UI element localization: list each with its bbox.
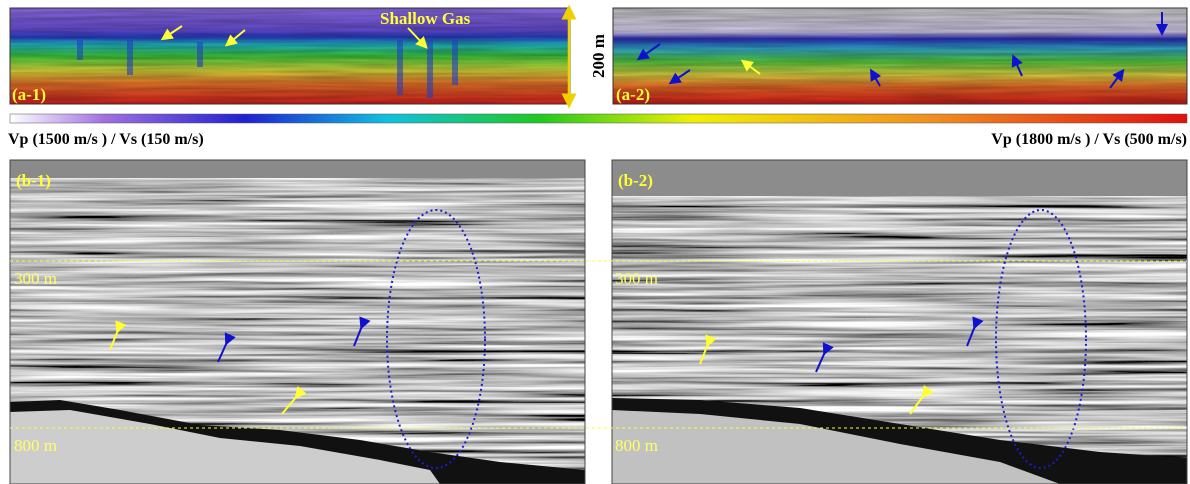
basement-reflection xyxy=(10,410,440,484)
depth-label: 800 m xyxy=(615,436,658,455)
frame xyxy=(611,159,1188,484)
depth-label: 300 m xyxy=(615,269,658,288)
gas-zones xyxy=(77,38,458,98)
arrow xyxy=(870,68,882,87)
arrow xyxy=(353,316,371,347)
annotation: Shallow Gas xyxy=(380,9,471,28)
arrows xyxy=(160,25,428,49)
arrow xyxy=(160,25,183,41)
gas-chimney xyxy=(386,209,486,469)
arrow xyxy=(909,385,934,415)
frame xyxy=(9,159,586,484)
panel-a1: (a-1) Shallow Gas xyxy=(9,4,577,109)
arrow xyxy=(407,27,428,49)
frame xyxy=(612,7,1188,105)
water xyxy=(10,160,585,178)
arrow xyxy=(815,342,834,373)
colorbar xyxy=(9,113,1188,124)
arrow xyxy=(740,59,761,75)
gas-chimney xyxy=(995,209,1087,469)
arrow xyxy=(217,332,236,363)
panel-b1: (b-1) 300 m 800 m xyxy=(9,159,586,484)
arrow xyxy=(668,69,691,85)
arrow xyxy=(966,316,984,347)
scale-label: 200 m xyxy=(589,34,608,78)
arrows xyxy=(636,12,1168,89)
panel-b2: (b-2) 300 m 800 m xyxy=(611,159,1188,484)
arrow xyxy=(224,29,246,47)
arrow xyxy=(109,320,127,351)
colorbar-min-label: Vp (1500 m/s ) / Vs (150 m/s) xyxy=(8,131,204,148)
arrow xyxy=(1011,54,1023,77)
arrows xyxy=(699,316,984,415)
panel-label: (a-1) xyxy=(12,85,46,104)
arrow xyxy=(636,43,661,61)
depth-label: 800 m xyxy=(14,436,57,455)
panel-label: (b-2) xyxy=(618,171,653,190)
texture xyxy=(613,8,1187,104)
colorbar-max-label: Vp (1800 m/s ) / Vs (500 m/s) xyxy=(991,131,1187,148)
arrows xyxy=(109,316,371,415)
arrow xyxy=(281,386,307,415)
arrow xyxy=(1109,68,1125,89)
panel-label: (b-1) xyxy=(16,171,51,190)
water xyxy=(612,160,1187,196)
texture xyxy=(10,8,570,104)
arrow xyxy=(699,334,717,365)
panel-a2: (a-2) xyxy=(612,7,1188,105)
panel-label: (a-2) xyxy=(616,85,650,104)
depth-label: 300 m xyxy=(14,269,57,288)
